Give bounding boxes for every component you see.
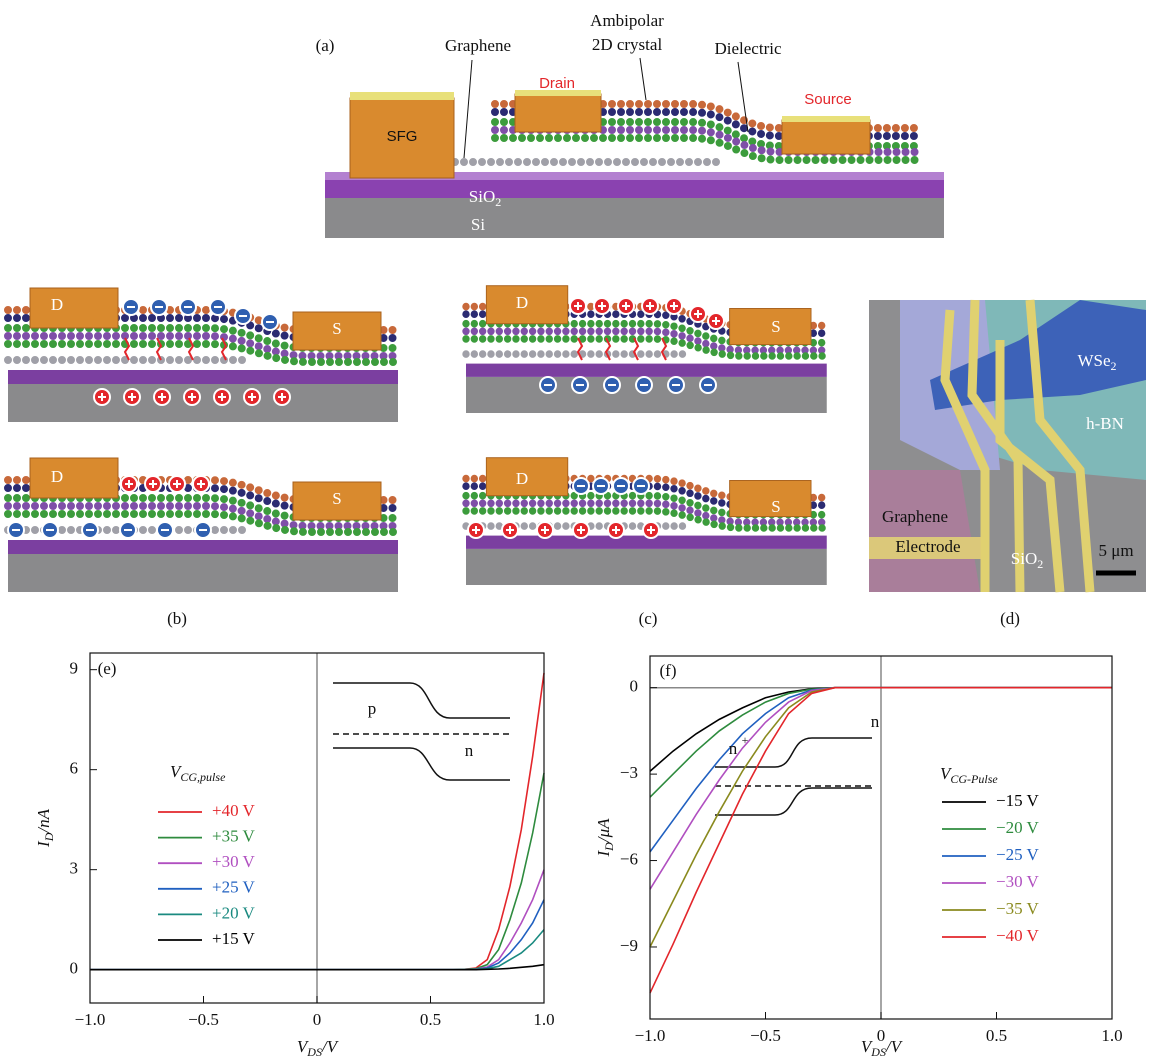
legend-title-part: CG,pulse: [180, 770, 226, 784]
label-subscript: 2: [1111, 359, 1117, 373]
legend-label: −15 V: [996, 791, 1040, 810]
y-axis-label: ID/nA: [34, 808, 56, 848]
legend-label: +40 V: [212, 801, 256, 820]
label: Graphene: [445, 36, 511, 55]
y-tick-label: 6: [70, 759, 79, 778]
legend-label: −30 V: [996, 872, 1040, 891]
x-axis-label: VDS/V: [297, 1037, 340, 1059]
legend-label: +30 V: [212, 852, 256, 871]
x-tick-label: −0.5: [188, 1010, 219, 1029]
y-axis-label-part: /μA: [594, 818, 613, 843]
label: h-BN: [1086, 414, 1124, 433]
legend-label: +35 V: [212, 827, 256, 846]
x-axis-label-part: /V: [885, 1037, 904, 1056]
y-tick-label: 0: [630, 677, 639, 696]
inset-label: n: [871, 712, 880, 731]
x-tick-label: 1.0: [1101, 1026, 1122, 1045]
label: 5 μm: [1098, 541, 1133, 560]
x-tick-label: 1.0: [533, 1010, 554, 1029]
legend-title: VCG,pulse: [170, 762, 226, 784]
x-tick-label: 0.5: [420, 1010, 441, 1029]
label: D: [516, 469, 528, 488]
legend-label: +20 V: [212, 903, 256, 922]
panel-label: (f): [660, 661, 677, 680]
label: Source: [804, 91, 852, 108]
inset-label: n: [465, 741, 474, 760]
label-part: WSe: [1077, 351, 1110, 370]
y-axis-label-part: /nA: [34, 808, 53, 833]
band-diagram: [333, 683, 872, 815]
y-tick-label: −3: [620, 763, 638, 782]
x-tick-label: 0: [313, 1010, 322, 1029]
y-axis-label-part: D: [42, 832, 56, 842]
legend-label: −40 V: [996, 926, 1040, 945]
label: Si: [471, 215, 485, 234]
panel-label: (e): [98, 659, 117, 678]
label: S: [332, 319, 341, 338]
legend-label: +25 V: [212, 878, 256, 897]
y-tick-label: 9: [70, 659, 79, 678]
label: D: [51, 295, 63, 314]
y-tick-label: −6: [620, 849, 638, 868]
panel-label: (c): [639, 609, 658, 628]
inset-label: n: [729, 739, 738, 758]
legend-title: VCG-Pulse: [940, 764, 998, 786]
inset-label: p: [368, 699, 377, 718]
y-tick-label: 0: [70, 959, 79, 978]
x-tick-label: −1.0: [635, 1026, 666, 1045]
legend-label: −35 V: [996, 899, 1040, 918]
panel-label: (a): [316, 36, 335, 55]
label: SFG: [387, 128, 418, 145]
x-axis-label-part: DS: [306, 1045, 322, 1059]
x-tick-label: −0.5: [750, 1026, 781, 1045]
label: S: [332, 489, 341, 508]
x-axis-label-part: DS: [870, 1045, 886, 1059]
legend-label: −25 V: [996, 845, 1040, 864]
x-axis-label-part: /V: [321, 1037, 340, 1056]
inset-label: +: [742, 733, 749, 747]
label: S: [771, 317, 780, 336]
label: Ambipolar: [590, 11, 664, 30]
panel-label: (b): [167, 609, 187, 628]
legend-label: −20 V: [996, 818, 1040, 837]
y-axis-label: ID/μA: [594, 818, 616, 858]
x-tick-label: 0: [877, 1026, 886, 1045]
label: D: [51, 467, 63, 486]
x-tick-label: 0.5: [986, 1026, 1007, 1045]
y-axis-label-part: D: [602, 842, 616, 852]
label: Electrode: [895, 537, 960, 556]
y-tick-label: 3: [70, 859, 79, 878]
device-illustration: [325, 58, 944, 238]
label: Drain: [539, 75, 575, 92]
label-subscript: 2: [495, 195, 501, 209]
x-tick-label: −1.0: [75, 1010, 106, 1029]
label: Graphene: [882, 507, 948, 526]
figure: (a) Graphene Ambipolar 2D crystal Dielec…: [0, 0, 1154, 1061]
label-subscript: 2: [1037, 557, 1043, 571]
legend-title-part: CG-Pulse: [950, 772, 998, 786]
label-part: SiO: [469, 187, 495, 206]
y-tick-label: −9: [620, 936, 638, 955]
panel-label: (d): [1000, 609, 1020, 628]
label: 2D crystal: [592, 35, 663, 54]
label: Dielectric: [714, 39, 781, 58]
label: D: [516, 293, 528, 312]
legend-label: +15 V: [212, 929, 256, 948]
label-part: SiO: [1011, 549, 1037, 568]
label: S: [771, 497, 780, 516]
